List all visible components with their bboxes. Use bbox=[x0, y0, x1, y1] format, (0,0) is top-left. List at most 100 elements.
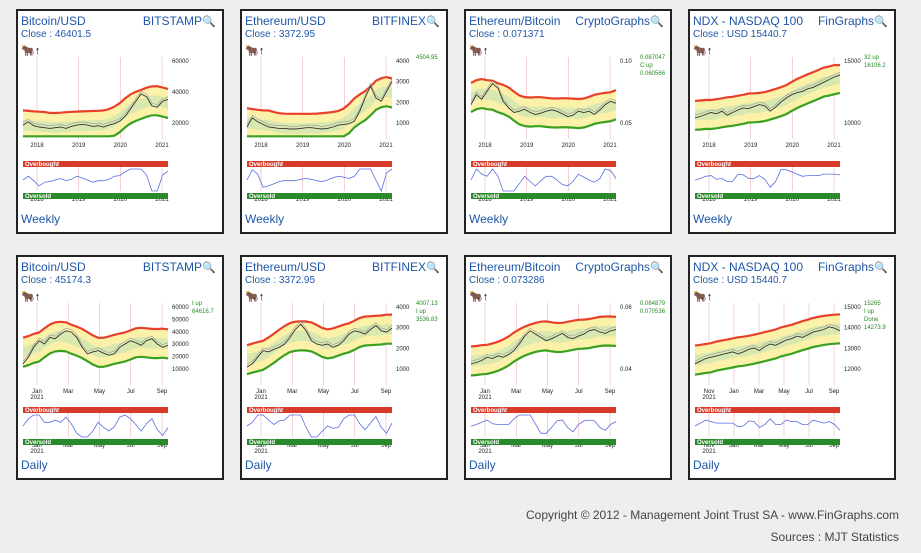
oversold-label: Oversold bbox=[697, 440, 723, 446]
x-tick-label: 2019 bbox=[72, 197, 86, 203]
annotation-label: 16106.2 bbox=[864, 63, 886, 69]
x-tick-label: 2021 bbox=[603, 143, 617, 149]
x-tick-label: May bbox=[318, 443, 329, 449]
x-tick-label: May bbox=[318, 389, 329, 395]
price-line bbox=[694, 74, 841, 119]
oversold-label: Oversold bbox=[25, 440, 51, 446]
oversold-label: Oversold bbox=[249, 440, 275, 446]
price-line bbox=[22, 330, 169, 365]
oversold-bar bbox=[471, 439, 616, 445]
x-tick-label: May bbox=[94, 389, 105, 395]
rsi-line bbox=[22, 414, 169, 438]
x-tick-label: Jul bbox=[575, 389, 583, 395]
rsi-line bbox=[470, 414, 617, 434]
zoom-icon[interactable]: 🔍 bbox=[650, 262, 664, 274]
zoom-icon[interactable]: 🔍 bbox=[202, 16, 216, 28]
x-tick-label: 2019 bbox=[296, 197, 310, 203]
chart-title: Ethereum/USD bbox=[245, 14, 326, 28]
x-tick-label: 2018 bbox=[254, 197, 268, 203]
annotation-label: 64616.7 bbox=[192, 309, 214, 315]
x-tick-label: 2020 bbox=[562, 143, 576, 149]
chart-card[interactable]: NDX - NASDAQ 100 FinGraphs 🔍 Close : USD 15… bbox=[688, 255, 896, 480]
y-tick-label: 13000 bbox=[844, 346, 861, 352]
zoom-icon[interactable]: 🔍 bbox=[874, 16, 888, 28]
close-value: Close : 0.071371 bbox=[469, 29, 545, 40]
period-label: Daily bbox=[245, 458, 272, 472]
chart-card[interactable]: Ethereum/Bitcoin CryptoGraphs 🔍 Close : 0.0… bbox=[464, 255, 672, 480]
overbought-label: Overbought bbox=[697, 162, 731, 168]
y-tick-label: 2000 bbox=[396, 100, 410, 106]
annotation-label: 0.084879 bbox=[640, 301, 666, 307]
inner-band bbox=[247, 86, 392, 134]
x-tick-label: Mar bbox=[63, 443, 73, 449]
trend-icon: 🐂↑ bbox=[245, 45, 265, 57]
price-line bbox=[694, 326, 841, 365]
close-value: Close : 3372.95 bbox=[245, 275, 316, 286]
x-tick-label: 2019 bbox=[520, 197, 534, 203]
zoom-icon[interactable]: 🔍 bbox=[202, 262, 216, 274]
y-tick-label: 15000 bbox=[844, 305, 861, 311]
close-value: Close : 0.073286 bbox=[469, 275, 545, 286]
y-tick-label: 0.10 bbox=[620, 59, 632, 65]
source-label: FinGraphs bbox=[817, 14, 874, 28]
x-tick-label: 2020 bbox=[562, 197, 576, 203]
upper-band-line bbox=[694, 63, 841, 102]
oversold-bar bbox=[695, 193, 840, 199]
annotation-label: 0.060566 bbox=[640, 71, 666, 77]
zoom-icon[interactable]: 🔍 bbox=[426, 16, 440, 28]
x-sub-label: 2021 bbox=[30, 449, 44, 455]
overbought-label: Overbought bbox=[473, 162, 507, 168]
price-line bbox=[470, 329, 617, 365]
chart-card[interactable]: Ethereum/USD BITFINEX 🔍 Close : 3372.95 🐂↑ Da… bbox=[240, 255, 448, 480]
upper-band-line bbox=[246, 313, 393, 347]
x-tick-label: Sep bbox=[605, 443, 616, 449]
y-tick-label: 3000 bbox=[396, 326, 410, 332]
x-sub-label: 2021 bbox=[30, 395, 44, 401]
trend-icon: 🐂↑ bbox=[245, 291, 265, 303]
zoom-icon[interactable]: 🔍 bbox=[426, 262, 440, 274]
price-line-secondary bbox=[470, 80, 617, 115]
period-label: Weekly bbox=[21, 212, 61, 226]
x-tick-label: Jul bbox=[127, 443, 135, 449]
y-tick-label: 50000 bbox=[172, 317, 189, 323]
period-label: Weekly bbox=[693, 212, 733, 226]
period-label: Weekly bbox=[245, 212, 285, 226]
trend-icon: 🐂↑ bbox=[693, 291, 713, 303]
y-tick-label: 10000 bbox=[172, 367, 189, 373]
zoom-icon[interactable]: 🔍 bbox=[874, 262, 888, 274]
chart-card[interactable]: Ethereum/Bitcoin CryptoGraphs 🔍 Close : 0.0… bbox=[464, 9, 672, 234]
x-tick-label: Jan bbox=[729, 389, 739, 395]
x-tick-label: May bbox=[778, 443, 789, 449]
overbought-bar bbox=[471, 407, 616, 413]
x-tick-label: 2021 bbox=[379, 143, 393, 149]
x-tick-label: Sep bbox=[829, 389, 840, 395]
upper-band-line bbox=[470, 315, 617, 348]
chart-card[interactable]: Bitcoin/USD BITSTAMP 🔍 Close : 45174.3 🐂↑ Dai… bbox=[16, 255, 224, 480]
inner-band bbox=[695, 73, 840, 121]
x-tick-label: Jan bbox=[32, 389, 42, 395]
x-tick-label: Jul bbox=[805, 443, 813, 449]
annotation-label: 4504.95 bbox=[416, 55, 438, 61]
x-tick-label: Sep bbox=[381, 389, 392, 395]
overbought-bar bbox=[695, 161, 840, 167]
x-tick-label: Mar bbox=[511, 443, 521, 449]
y-tick-label: 30000 bbox=[172, 342, 189, 348]
zoom-icon[interactable]: 🔍 bbox=[650, 16, 664, 28]
x-sub-label: 2021 bbox=[702, 395, 716, 401]
chart-card[interactable]: NDX - NASDAQ 100 FinGraphs 🔍 Close : USD 15… bbox=[688, 9, 896, 234]
oversold-bar bbox=[247, 193, 392, 199]
x-tick-label: Mar bbox=[287, 389, 297, 395]
source-label: BITSTAMP bbox=[142, 14, 202, 28]
x-sub-label: 2021 bbox=[478, 449, 492, 455]
x-tick-label: Mar bbox=[511, 389, 521, 395]
chart-card[interactable]: Ethereum/USD BITFINEX 🔍 Close : 3372.95 🐂↑ We… bbox=[240, 9, 448, 234]
trend-icon: 🐂↑ bbox=[21, 45, 41, 57]
chart-card[interactable]: Bitcoin/USD BITSTAMP 🔍 Close : 46401.5 🐂↑ Wee… bbox=[16, 9, 224, 234]
price-line-secondary bbox=[694, 323, 841, 362]
overbought-bar bbox=[247, 161, 392, 167]
annotation-label: 3536.83 bbox=[416, 317, 438, 323]
lower-band-line bbox=[22, 349, 169, 368]
x-tick-label: Sep bbox=[157, 443, 168, 449]
overbought-bar bbox=[23, 161, 168, 167]
chart-title: Ethereum/Bitcoin bbox=[469, 14, 561, 28]
